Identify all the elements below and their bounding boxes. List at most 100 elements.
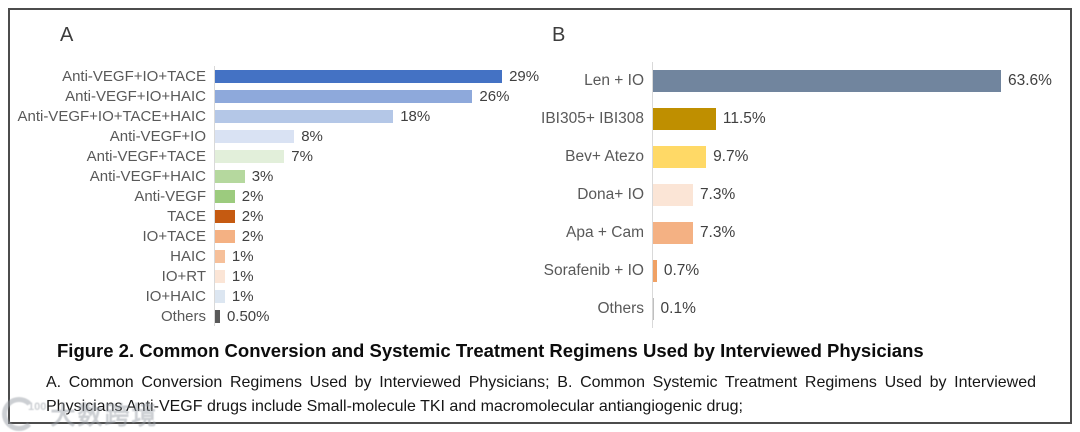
plot-area: 26% [214, 86, 539, 106]
value-label: 7% [291, 147, 313, 165]
bar [653, 260, 657, 282]
bar-row: Len + IO 63.6% [540, 62, 1052, 100]
category-label: IBI305+ IBI308 [541, 110, 644, 127]
category-label: Len + IO [584, 72, 644, 89]
bar [653, 298, 654, 320]
category-label: IO+TACE [142, 227, 207, 245]
value-label: 26% [479, 87, 510, 105]
value-label: 1% [231, 267, 254, 285]
value-label: 7.3% [699, 224, 736, 241]
figure-caption-title: Figure 2. Common Conversion and Systemic… [57, 340, 924, 361]
plot-area: 1% [214, 246, 539, 266]
plot-area: 0.1% [652, 290, 1052, 328]
plot-area: 1% [214, 286, 539, 306]
plot-area: 11.5% [652, 100, 1052, 138]
bar [653, 184, 693, 206]
plot-area: 1% [214, 266, 539, 286]
plot-area: 0.50% [214, 306, 539, 326]
bar [653, 146, 707, 168]
bar-row: IO+TACE 2% [10, 226, 539, 246]
category-label: Anti-VEGF+HAIC [89, 167, 206, 185]
bar-row: Anti-VEGF+HAIC 3% [10, 166, 539, 186]
plot-area: 7.3% [652, 214, 1052, 252]
bar-row: Apa + Cam 7.3% [540, 214, 1052, 252]
value-label: 2% [241, 207, 264, 225]
bar-row: Others 0.1% [540, 290, 1052, 328]
bar [215, 69, 503, 83]
value-label: 1% [231, 247, 254, 265]
bar [653, 70, 1001, 92]
chart-a-conversion-regimens: Anti-VEGF+IO+TACE 29% Anti-VEGF+IO+HAIC 26%… [10, 66, 539, 326]
bar-row: Anti-VEGF+IO+TACE+HAIC 18% [10, 106, 539, 126]
bar-row: Bev+ Atezo 9.7% [540, 138, 1052, 176]
bar [215, 149, 285, 163]
bar-row: IO+RT 1% [10, 266, 539, 286]
category-label: Anti-VEGF [134, 187, 206, 205]
category-label: Others [597, 300, 644, 317]
value-label: 7.3% [699, 186, 736, 203]
value-label: 3% [251, 167, 274, 185]
bar-row: Anti-VEGF+IO+HAIC 26% [10, 86, 539, 106]
plot-area: 7% [214, 146, 539, 166]
value-label: 29% [509, 67, 540, 85]
bar-row: HAIC 1% [10, 246, 539, 266]
plot-area: 2% [214, 226, 539, 246]
plot-area: 18% [214, 106, 539, 126]
value-label: 8% [301, 127, 323, 145]
value-label: 63.6% [1007, 72, 1052, 89]
value-label: 2% [241, 227, 264, 245]
value-label: 0.50% [226, 307, 270, 325]
plot-area: 3% [214, 166, 539, 186]
plot-area: 0.7% [652, 252, 1052, 290]
value-label: 0.1% [660, 300, 696, 317]
category-label: Anti-VEGF+IO [109, 127, 206, 145]
bar-row: Anti-VEGF+IO+TACE 29% [10, 66, 539, 86]
value-label: 9.7% [713, 148, 749, 165]
value-label: 18% [400, 107, 431, 125]
panel-a-label: A [60, 24, 74, 46]
bar [653, 108, 716, 130]
bar [215, 209, 235, 223]
figure-caption-subtitle: A. Common Conversion Regimens Used by In… [46, 374, 1036, 415]
category-label: TACE [167, 207, 206, 225]
bar [215, 249, 225, 263]
plot-area: 29% [214, 66, 539, 86]
bar [215, 269, 225, 283]
bar-row: IBI305+ IBI308 11.5% [540, 100, 1052, 138]
bar [653, 222, 693, 244]
bar [215, 309, 220, 323]
category-label: IO+RT [161, 267, 206, 285]
bar [215, 89, 473, 103]
category-label: IO+HAIC [145, 287, 206, 305]
value-label: 2% [241, 187, 264, 205]
value-label: 0.7% [663, 262, 700, 279]
bar-row: TACE 2% [10, 206, 539, 226]
bar-row: Others 0.50% [10, 306, 539, 326]
plot-area: 8% [214, 126, 539, 146]
category-label: HAIC [170, 247, 206, 265]
category-label: Apa + Cam [566, 224, 644, 241]
bar-row: Anti-VEGF 2% [10, 186, 539, 206]
category-label: Anti-VEGF+IO+TACE [62, 67, 206, 85]
value-label: 1% [231, 287, 254, 305]
plot-area: 2% [214, 186, 539, 206]
bar [215, 189, 235, 203]
chart-b-systemic-regimens: Len + IO 63.6% IBI305+ IBI308 11.5% Bev+ Ate… [540, 62, 1052, 328]
category-label: Sorafenib + IO [543, 262, 644, 279]
bar [215, 109, 394, 123]
category-label: Anti-VEGF+IO+TACE+HAIC [17, 107, 206, 125]
bar [215, 169, 245, 183]
category-label: Bev+ Atezo [565, 148, 644, 165]
category-label: Dona+ IO [577, 186, 644, 203]
plot-area: 9.7% [652, 138, 1052, 176]
plot-area: 2% [214, 206, 539, 226]
category-label: Others [160, 307, 206, 325]
plot-area: 7.3% [652, 176, 1052, 214]
bar-row: Anti-VEGF+IO 8% [10, 126, 539, 146]
bar-row: Anti-VEGF+TACE 7% [10, 146, 539, 166]
value-label: 11.5% [722, 110, 766, 127]
panel-b-label: B [552, 24, 566, 46]
bar [215, 289, 225, 303]
category-label: Anti-VEGF+IO+HAIC [65, 87, 206, 105]
